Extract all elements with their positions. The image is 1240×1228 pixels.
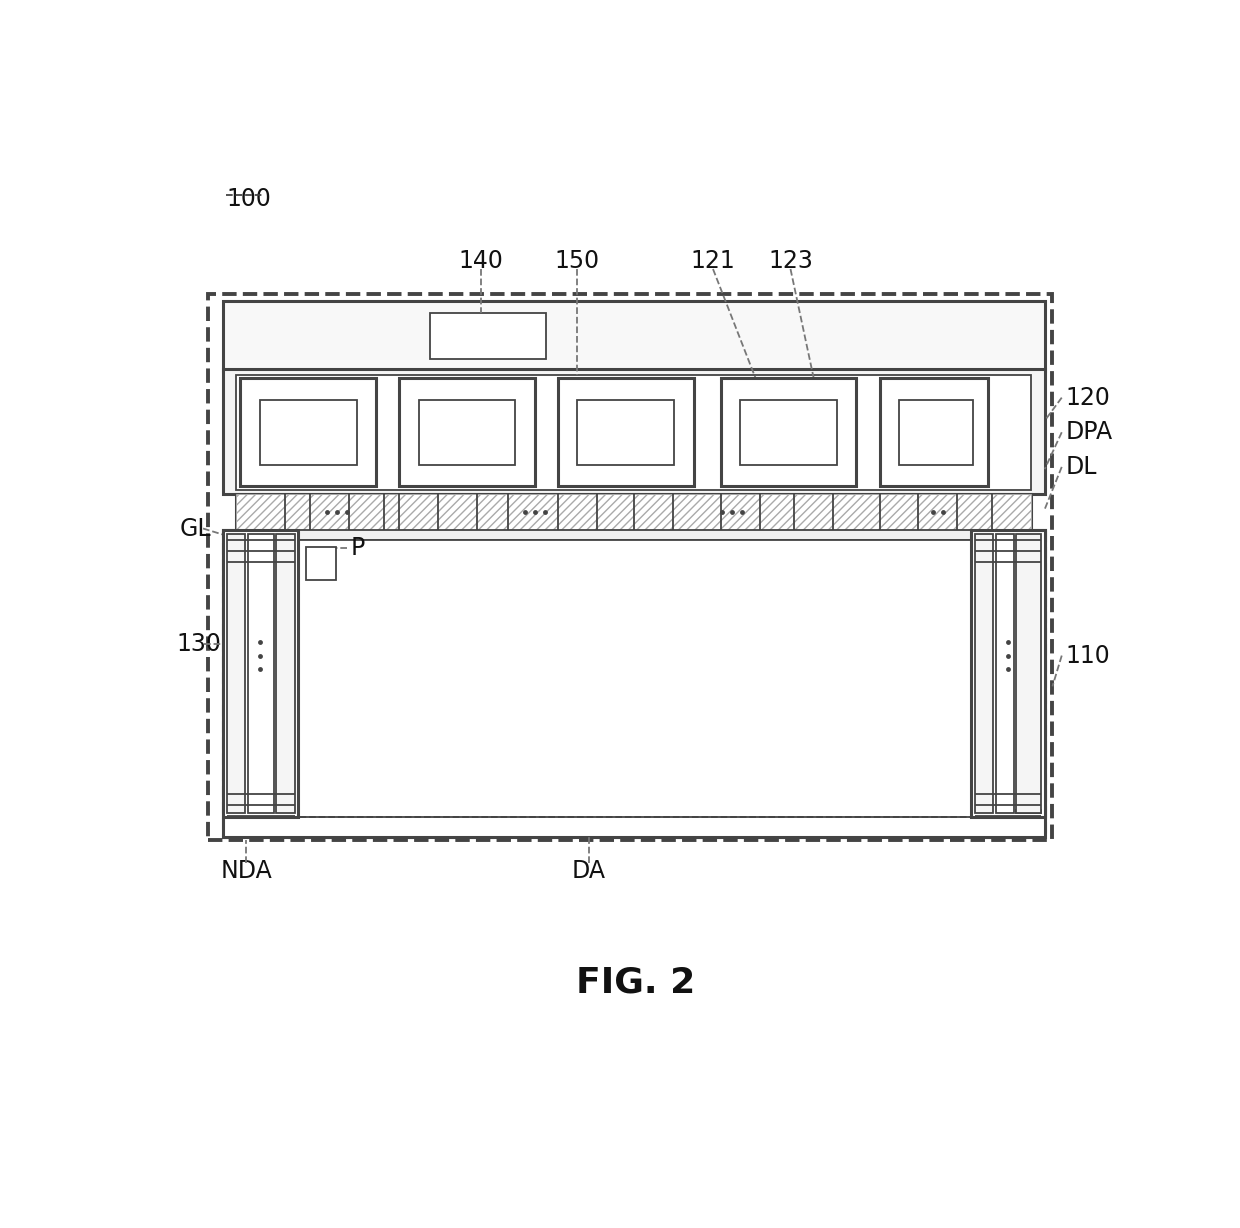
Text: GL: GL (180, 517, 212, 540)
Bar (419, 400, 516, 464)
Text: FIG. 2: FIG. 2 (575, 965, 696, 1000)
Bar (237, 530, 1030, 540)
Bar (578, 400, 675, 464)
Bar (223, 533, 1044, 836)
Bar (259, 400, 357, 464)
Bar (720, 378, 857, 486)
Bar (996, 534, 1014, 813)
Bar (399, 378, 534, 486)
Text: 123: 123 (768, 249, 813, 274)
Bar (879, 378, 988, 486)
Bar (223, 530, 299, 818)
Text: NDA: NDA (221, 860, 273, 883)
Bar (430, 313, 547, 359)
Bar (241, 378, 376, 486)
Bar (223, 530, 1044, 836)
Bar (275, 534, 295, 813)
Text: 150: 150 (554, 249, 600, 274)
Text: 130: 130 (176, 632, 222, 656)
Text: 120: 120 (1065, 386, 1111, 410)
Text: 140: 140 (458, 249, 503, 274)
Bar (248, 534, 274, 813)
Bar (558, 378, 693, 486)
Bar (975, 534, 993, 813)
Bar (1016, 534, 1040, 813)
Bar (207, 293, 1053, 840)
Text: DL: DL (1065, 454, 1097, 479)
Text: 121: 121 (691, 249, 735, 274)
Bar (740, 400, 837, 464)
Bar (899, 400, 972, 464)
Text: DPA: DPA (1065, 420, 1112, 445)
Text: 100: 100 (226, 188, 272, 211)
Bar (1016, 809, 1040, 813)
Bar (237, 494, 1030, 530)
Text: 110: 110 (1065, 643, 1110, 668)
Bar (223, 301, 1044, 371)
Bar (306, 546, 336, 580)
Text: P: P (351, 535, 366, 560)
Bar (223, 370, 1044, 494)
Bar (237, 375, 1030, 490)
Bar (971, 530, 1044, 818)
Bar (227, 534, 244, 813)
Text: DA: DA (572, 860, 606, 883)
Bar (299, 540, 971, 818)
Bar (237, 494, 1030, 530)
